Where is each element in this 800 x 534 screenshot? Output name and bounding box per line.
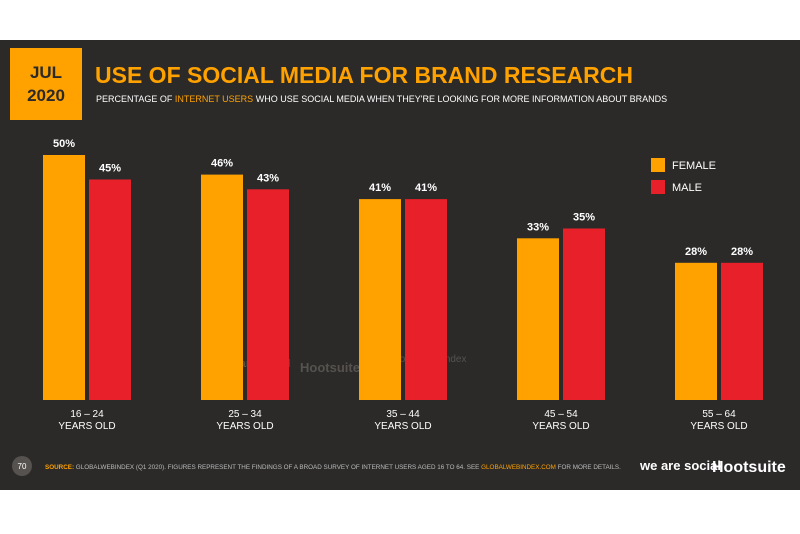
x-tick-label: 55 – 64 YEARS OLD xyxy=(690,409,748,432)
data-label: 33% xyxy=(527,221,549,233)
data-label: 41% xyxy=(415,182,437,194)
x-tick-label: 25 – 34 YEARS OLD xyxy=(216,409,274,432)
badge-year: 2020 xyxy=(27,86,65,105)
subtitle-part: WHO USE SOCIAL MEDIA WHEN THEY'RE LOOKIN… xyxy=(253,94,667,104)
data-label: 45% xyxy=(99,163,121,175)
page-number-badge xyxy=(12,456,32,476)
chart-title: USE OF SOCIAL MEDIA FOR BRAND RESEARCH xyxy=(95,62,633,88)
bar xyxy=(89,179,131,400)
data-label: 35% xyxy=(573,212,595,224)
source-link: GLOBALWEBINDEX.COM xyxy=(481,464,556,471)
date-badge xyxy=(10,48,82,120)
logo-hootsuite: Hootsuite xyxy=(712,459,786,476)
x-tick-label: 35 – 44 YEARS OLD xyxy=(374,409,432,432)
source-label: SOURCE: xyxy=(45,464,74,471)
bar xyxy=(359,199,401,400)
bar xyxy=(405,199,447,400)
data-label: 28% xyxy=(685,246,707,258)
logo-we-are-social: we are social xyxy=(639,458,721,473)
data-label: 41% xyxy=(369,182,391,194)
x-tick-label: 45 – 54 YEARS OLD xyxy=(532,409,590,432)
source-text: FOR MORE DETAILS. xyxy=(556,464,621,471)
bar xyxy=(675,262,717,400)
badge-month: JUL xyxy=(30,63,62,82)
legend-swatch xyxy=(651,158,665,172)
data-label: 28% xyxy=(731,246,753,258)
chart-subtitle: PERCENTAGE OF INTERNET USERS WHO USE SOC… xyxy=(96,94,667,104)
bar xyxy=(721,262,763,400)
bar xyxy=(563,228,605,400)
watermark: Hootsuite xyxy=(300,360,360,375)
x-tick-label: 16 – 24 YEARS OLD xyxy=(58,409,116,432)
source-text: GLOBALWEBINDEX (Q1 2020). FIGURES REPRES… xyxy=(74,464,481,471)
subtitle-highlight: INTERNET USERS xyxy=(175,94,253,104)
bar xyxy=(201,174,243,400)
legend-label: MALE xyxy=(672,182,702,194)
data-label: 50% xyxy=(53,138,75,150)
legend-swatch xyxy=(651,180,665,194)
bar xyxy=(43,155,85,400)
page-number: 70 xyxy=(18,462,27,471)
bar xyxy=(247,189,289,400)
bar xyxy=(517,238,559,400)
subtitle-part: PERCENTAGE OF xyxy=(96,94,175,104)
legend-label: FEMALE xyxy=(672,160,716,172)
data-label: 46% xyxy=(211,158,233,170)
source-note: SOURCE: GLOBALWEBINDEX (Q1 2020). FIGURE… xyxy=(45,464,621,471)
data-label: 43% xyxy=(257,172,279,184)
